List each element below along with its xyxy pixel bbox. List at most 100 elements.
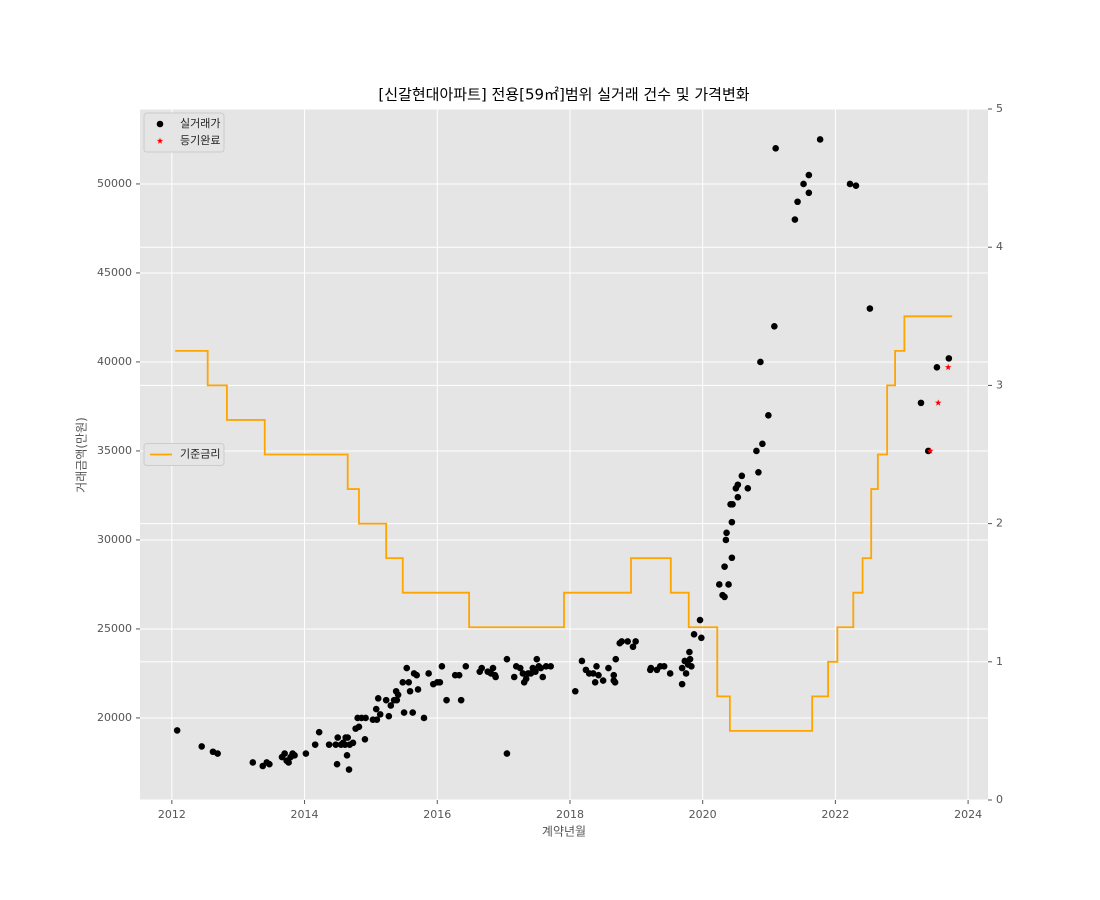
scatter-point bbox=[349, 739, 357, 747]
scatter-point bbox=[846, 180, 854, 188]
scatter-point bbox=[387, 702, 395, 709]
legend-label: 실거래가 bbox=[180, 117, 220, 130]
scatter-point bbox=[400, 709, 408, 716]
scatter-point bbox=[723, 529, 730, 537]
x-tick-label: 2014 bbox=[291, 808, 319, 821]
scatter-point bbox=[571, 687, 579, 695]
x-axis-label: 계약년월 bbox=[542, 824, 586, 839]
scatter-point bbox=[686, 648, 693, 656]
x-tick-label: 2016 bbox=[423, 808, 451, 821]
scatter-point bbox=[591, 679, 599, 686]
scatter-point bbox=[816, 136, 824, 143]
x-tick-label: 2018 bbox=[556, 808, 584, 821]
legend-label: 기준금리 bbox=[180, 448, 220, 461]
scatter-point bbox=[503, 655, 511, 663]
y-tick-label: 20000 bbox=[97, 711, 132, 724]
scatter-point bbox=[382, 696, 390, 704]
scatter-point bbox=[478, 664, 486, 672]
scatter-point bbox=[345, 766, 353, 773]
rate-line bbox=[175, 315, 953, 732]
scatter-point bbox=[537, 664, 545, 672]
scatter-point bbox=[647, 664, 655, 672]
chart-title: [신갈현대아파트] 전용[59㎡]범위 실거래 건수 및 가격변화 bbox=[378, 86, 749, 104]
scatter-point bbox=[522, 675, 530, 683]
scatter-point bbox=[629, 643, 637, 651]
scatter-point bbox=[852, 182, 860, 190]
scatter-point bbox=[618, 638, 626, 645]
scatter-point bbox=[539, 673, 547, 681]
scatter-point bbox=[315, 728, 323, 736]
scatter-point bbox=[696, 616, 704, 624]
scatter-point bbox=[462, 663, 470, 670]
scatter-point bbox=[311, 741, 319, 748]
scatter-point bbox=[624, 638, 631, 645]
legend-box bbox=[143, 443, 225, 466]
scatter-point bbox=[302, 750, 310, 757]
scatter-point bbox=[800, 180, 807, 188]
scatter-point bbox=[198, 743, 206, 750]
scatter-point bbox=[214, 750, 221, 757]
scatter-point bbox=[533, 655, 541, 663]
scatter-point bbox=[738, 472, 746, 480]
scatter-point bbox=[753, 447, 760, 455]
scatter-point bbox=[443, 696, 450, 704]
legend-box bbox=[143, 112, 225, 153]
scatter-point bbox=[281, 750, 288, 757]
scatter-point bbox=[372, 705, 380, 713]
y2-tick-label: 1 bbox=[996, 655, 1003, 668]
scatter-point bbox=[362, 714, 369, 722]
scatter-point bbox=[715, 581, 723, 588]
scatter-point bbox=[688, 663, 695, 670]
scatter-point bbox=[612, 655, 620, 663]
scatter-point bbox=[489, 664, 497, 672]
scatter-point bbox=[420, 714, 428, 722]
y-axis-label: 거래금액(만원) bbox=[75, 417, 89, 493]
y2-tick-label: 4 bbox=[996, 240, 1003, 253]
scatter-point bbox=[698, 634, 705, 642]
scatter-point bbox=[457, 696, 465, 704]
scatter-point bbox=[805, 189, 813, 197]
scatter-point bbox=[291, 752, 298, 759]
scatter-point bbox=[721, 593, 728, 601]
star-point bbox=[926, 447, 934, 454]
legend-swatch bbox=[156, 137, 164, 144]
y-tick-label: 35000 bbox=[97, 444, 132, 457]
scatter-point bbox=[394, 691, 402, 699]
y-tick-label: 45000 bbox=[97, 266, 132, 279]
scatter-point bbox=[436, 679, 444, 686]
scatter-point bbox=[374, 695, 382, 702]
scatter-point bbox=[343, 752, 351, 759]
scatter-point bbox=[344, 734, 351, 741]
scatter-point bbox=[734, 493, 742, 501]
scatter-point bbox=[285, 759, 292, 766]
scatter-point bbox=[532, 668, 539, 675]
scatter-point bbox=[757, 358, 764, 366]
scatter-point bbox=[805, 171, 813, 179]
axes: 2012 2014 2016 2018 2020 2022 2024200002500030… bbox=[97, 102, 1003, 821]
y2-tick-label: 2 bbox=[996, 517, 1003, 530]
scatter-point bbox=[393, 696, 401, 704]
x-tick-label: 2024 bbox=[954, 808, 982, 821]
x-tick-label: 2020 bbox=[689, 808, 717, 821]
scatter-point bbox=[413, 671, 420, 679]
scatter-point bbox=[333, 760, 341, 768]
scatter-point bbox=[492, 673, 499, 681]
scatter-point bbox=[722, 536, 730, 544]
scatter-point bbox=[772, 145, 779, 152]
scatter-point bbox=[334, 734, 342, 741]
y-tick-label: 50000 bbox=[97, 177, 132, 190]
scatter-point bbox=[666, 670, 674, 677]
legend-label: 등기완료 bbox=[180, 134, 220, 147]
y2-tick-label: 0 bbox=[996, 793, 1003, 806]
scatter-point bbox=[660, 663, 668, 670]
scatter-point bbox=[547, 663, 555, 670]
scatter-point bbox=[728, 554, 736, 562]
scatter-point bbox=[510, 673, 518, 681]
scatter-point bbox=[403, 664, 411, 672]
scatter-point bbox=[519, 670, 527, 677]
y2-tick-label: 5 bbox=[996, 102, 1003, 115]
scatter-point bbox=[406, 687, 414, 695]
scatter-point bbox=[405, 679, 413, 686]
